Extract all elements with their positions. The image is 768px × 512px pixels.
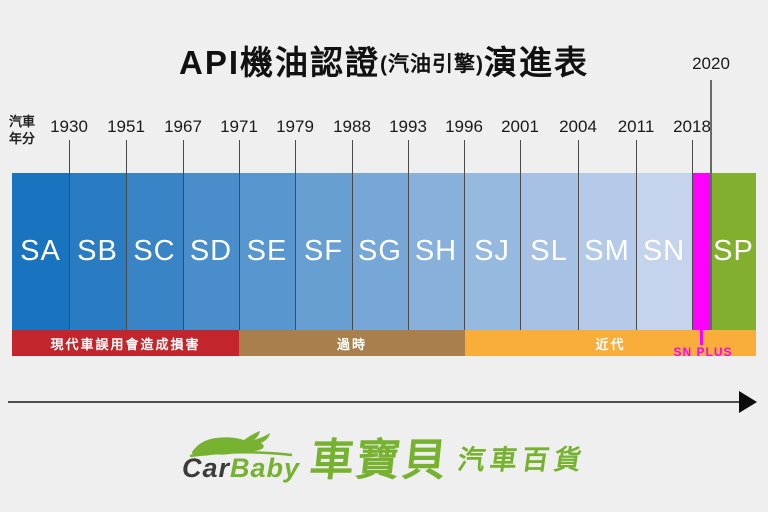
year-label-2001: 2001 xyxy=(501,117,539,136)
segment-SD: SD xyxy=(183,173,239,330)
year-tick-line-2001 xyxy=(520,140,521,330)
sn-plus-tick xyxy=(700,330,703,345)
segment-SN: SN xyxy=(636,173,692,330)
segment-SC: SC xyxy=(126,173,183,330)
axis-label: 汽車 年分 xyxy=(9,114,35,148)
year-tick-line-2011 xyxy=(636,140,637,330)
axis-label-line1: 汽車 xyxy=(9,114,36,129)
segment-SP: SP xyxy=(711,173,756,330)
year-tick-line-1993 xyxy=(408,140,409,330)
year-tick-line-2020 xyxy=(710,80,712,330)
year-tick-line-1971 xyxy=(239,140,240,330)
segment-label: SC xyxy=(133,235,176,267)
carbaby-logo: CarBaby 車寶貝 汽車百貨 xyxy=(0,430,768,486)
band-label: 現代車誤用會造成損害 xyxy=(50,336,201,352)
segment-SG: SG xyxy=(352,173,408,330)
axis-label-line2: 年分 xyxy=(9,130,36,146)
carbaby-text: CarBaby xyxy=(182,455,300,482)
title-main: API機油認證 xyxy=(178,44,380,81)
segment-label: SL xyxy=(530,235,568,267)
api-grade-bar: SA SB SC SD SE SF SG SH SJ SL SM SN SP xyxy=(12,173,756,330)
title-paren: (汽油引擎) xyxy=(380,53,484,76)
segment-SA: SA xyxy=(12,173,69,330)
swoosh-underline xyxy=(189,450,293,458)
year-label-1971: 1971 xyxy=(220,117,258,136)
segment-label: SP xyxy=(713,235,754,267)
year-label-2020: 2020 xyxy=(692,54,730,73)
logo-car-text: Car xyxy=(181,453,230,483)
segment-SJ: SJ xyxy=(464,173,520,330)
year-label-2004: 2004 xyxy=(559,117,597,136)
segment-label: SJ xyxy=(474,235,510,267)
status-band-2: 近代 xyxy=(465,330,756,356)
band-label: 過時 xyxy=(336,336,367,352)
year-tick-line-1996 xyxy=(464,140,465,330)
segment-SM: SM xyxy=(578,173,636,330)
band-label: 近代 xyxy=(595,336,626,352)
year-label-1967: 1967 xyxy=(164,117,202,136)
year-tick-line-1979 xyxy=(295,140,296,330)
segment-label: SB xyxy=(77,235,118,267)
year-label-1993: 1993 xyxy=(389,117,427,136)
year-label-1988: 1988 xyxy=(333,117,371,136)
segment-label: SA xyxy=(20,235,61,267)
rabbit-icon xyxy=(189,431,293,458)
year-label-1951: 1951 xyxy=(107,117,145,136)
logo-brand-text: 車寶貝 xyxy=(307,436,451,486)
year-label-2018: 2018 xyxy=(673,117,711,136)
timeline-arrow-head xyxy=(739,391,757,413)
status-band-1: 過時 xyxy=(239,330,465,356)
segment-SN PLUS xyxy=(692,173,711,330)
carbaby-wordmark-block: CarBaby xyxy=(182,430,300,482)
segment-SE: SE xyxy=(239,173,295,330)
segment-label: SN xyxy=(642,235,686,267)
segment-label: SF xyxy=(303,235,344,267)
segment-SF: SF xyxy=(295,173,352,330)
logo-suffix-text: 汽車百貨 xyxy=(455,445,589,475)
timeline-arrow-line xyxy=(8,401,741,403)
year-tick-line-2004 xyxy=(578,140,579,330)
status-band-0: 現代車誤用會造成損害 xyxy=(12,330,239,356)
year-tick-line-1967 xyxy=(183,140,184,330)
year-label-1996: 1996 xyxy=(445,117,483,136)
segment-label: SM xyxy=(584,235,630,267)
segment-label: SG xyxy=(358,235,402,267)
logo-baby-text: Baby xyxy=(230,453,301,483)
year-tick-line-1930 xyxy=(69,140,70,330)
year-label-1930: 1930 xyxy=(50,117,88,136)
segment-SH: SH xyxy=(408,173,464,330)
segment-SB: SB xyxy=(69,173,126,330)
year-label-1979: 1979 xyxy=(276,117,314,136)
segment-label: SD xyxy=(189,235,233,267)
segment-SL: SL xyxy=(520,173,578,330)
segment-label: SH xyxy=(414,235,458,267)
year-tick-line-1951 xyxy=(126,140,127,330)
year-label-2011: 2011 xyxy=(617,117,655,136)
page-title: API機油認證(汽油引擎)演進表 xyxy=(0,36,768,84)
sn-plus-label: SN PLUS xyxy=(673,345,733,359)
year-tick-line-2018 xyxy=(692,140,693,330)
title-suffix: 演進表 xyxy=(484,44,589,81)
year-tick-line-1988 xyxy=(352,140,353,330)
segment-label: SE xyxy=(246,235,288,267)
